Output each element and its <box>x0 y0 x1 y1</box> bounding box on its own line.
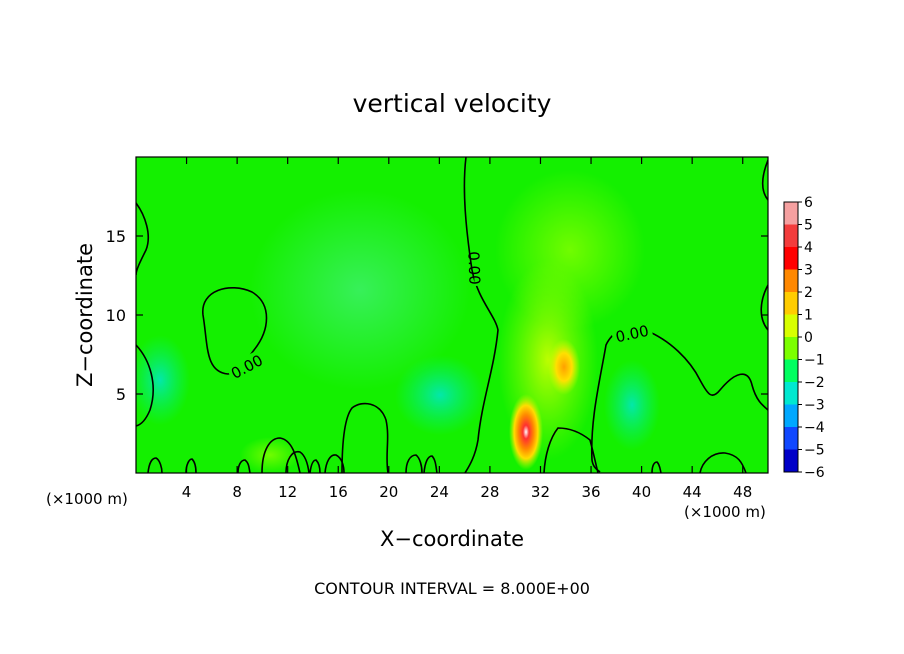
colorbar-swatch <box>784 314 798 337</box>
colorbar-label: −1 <box>804 353 825 369</box>
contour-interval-text: CONTOUR INTERVAL = 8.000E+00 <box>314 579 590 598</box>
colorbar-swatch <box>784 292 798 315</box>
colorbar-swatch <box>784 202 798 225</box>
contour-left-edge <box>136 202 150 276</box>
colorbar-swatch <box>784 427 798 450</box>
y-axis-ticks: 5 10 15 <box>106 227 768 404</box>
x-tick-label: 16 <box>329 483 348 501</box>
x-tick-label: 32 <box>531 483 550 501</box>
y-tick-label: 15 <box>106 227 126 246</box>
colorbar-swatch <box>784 359 798 382</box>
colorbar-label: 5 <box>804 218 813 234</box>
x-unit-right: (×1000 m) <box>684 503 766 521</box>
weak-down-region-left <box>395 355 485 435</box>
contour-lines <box>136 157 768 473</box>
colorbar-swatch <box>784 382 798 405</box>
x-tick-label: 20 <box>379 483 398 501</box>
x-tick-label: 24 <box>430 483 449 501</box>
contour-bump-6 <box>147 457 163 473</box>
heatmap-field <box>136 157 768 473</box>
chart-title: vertical velocity <box>353 89 552 118</box>
colorbar-label: 0 <box>804 330 813 346</box>
contour-bump-7 <box>405 454 423 473</box>
contour-bump-1 <box>261 437 301 473</box>
y-tick-label: 5 <box>116 385 126 404</box>
x-tick-label: 28 <box>480 483 499 501</box>
x-tick-label: 36 <box>581 483 600 501</box>
contour-bump-13 <box>285 450 310 473</box>
contour-right-top <box>761 159 768 201</box>
colorbar-label: −4 <box>804 420 825 436</box>
broad-weak-region <box>250 190 470 390</box>
contour-bump-8 <box>423 455 438 473</box>
contour-bump-4 <box>543 427 599 473</box>
weak-down-region-right <box>604 360 660 450</box>
weak-up-region-low <box>240 437 300 473</box>
contour-central <box>463 157 499 473</box>
colorbar-label: 4 <box>804 240 813 256</box>
y-axis-label: Z−coordinate <box>73 243 97 387</box>
colorbar-label: −2 <box>804 375 825 391</box>
x-unit-left: (×1000 m) <box>46 490 128 508</box>
contour-left-lower <box>136 344 154 427</box>
colorbar-label: −3 <box>804 398 825 414</box>
updraft-core <box>509 394 543 470</box>
contour-bump-12 <box>651 461 662 473</box>
x-tick-label: 48 <box>733 483 752 501</box>
contour-bump-10 <box>237 459 251 473</box>
x-axis-ticks: 4 8 12 16 20 24 28 32 36 40 44 48 <box>182 157 752 501</box>
contour-bump-2 <box>341 402 389 473</box>
x-tick-label: 40 <box>632 483 651 501</box>
colorbar-swatch <box>784 269 798 292</box>
colorbar-label: 6 <box>804 195 813 211</box>
colorbar-swatch <box>784 224 798 247</box>
contour-label: 0.00 <box>464 251 483 285</box>
contour-right-lobe <box>644 329 768 411</box>
x-tick-label: 8 <box>232 483 242 501</box>
colorbar-label: 2 <box>804 285 813 301</box>
x-tick-label: 12 <box>278 483 297 501</box>
x-axis-label: X−coordinate <box>380 527 524 551</box>
weak-down-region-edge <box>136 335 190 425</box>
contour-bump-11 <box>309 459 321 473</box>
contour-bump-5 <box>699 452 747 473</box>
contour-right-edge <box>760 284 768 331</box>
colorbar-swatch <box>784 337 798 360</box>
colorbar-swatch <box>784 449 798 472</box>
updraft-secondary <box>548 339 580 395</box>
contour-bump-3 <box>324 454 345 473</box>
colorbar-swatch <box>784 247 798 270</box>
y-tick-label: 10 <box>106 306 126 325</box>
colorbar-label: −6 <box>804 465 825 481</box>
colorbar: 6 5 4 3 2 1 0 −1 −2 −3 −4 −5 −6 <box>783 195 825 481</box>
colorbar-swatch <box>784 404 798 427</box>
colorbar-label: 1 <box>804 308 813 324</box>
x-tick-label: 4 <box>182 483 192 501</box>
colorbar-label: −5 <box>804 443 825 459</box>
colorbar-label: 3 <box>804 263 813 279</box>
x-tick-label: 44 <box>683 483 702 501</box>
